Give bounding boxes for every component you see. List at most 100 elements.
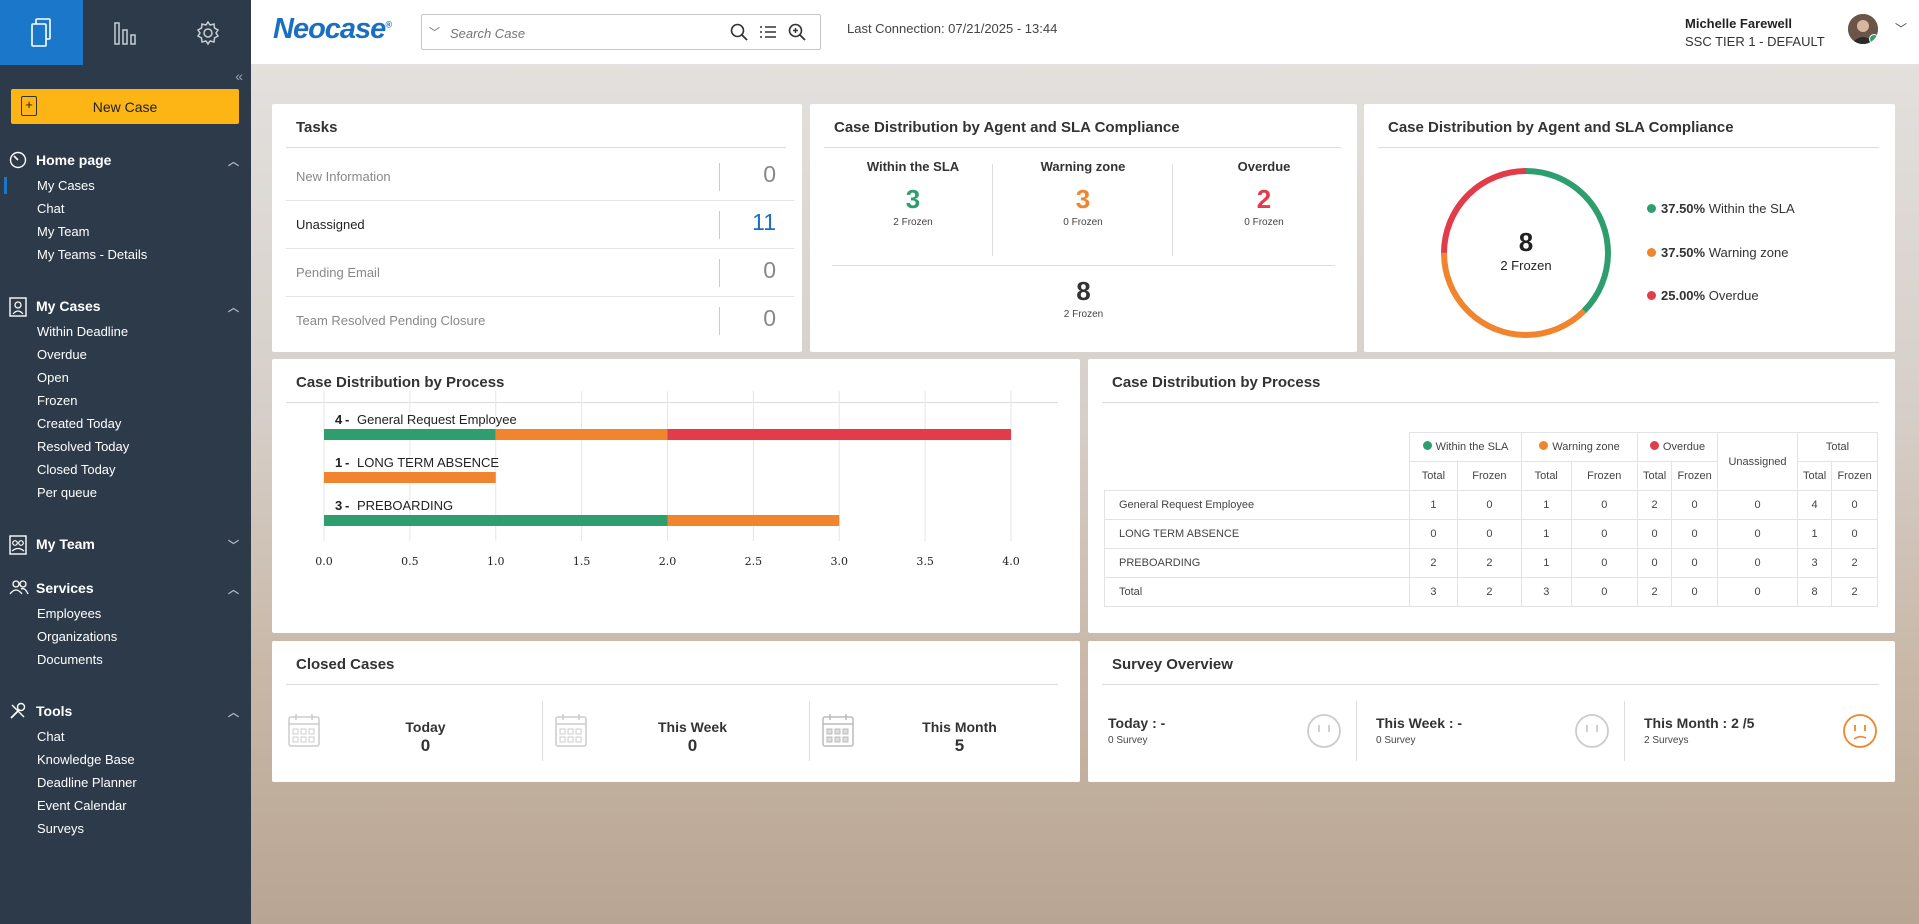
legend-item[interactable]: 37.50% Warning zone xyxy=(1647,245,1788,260)
nav-item[interactable]: Employees xyxy=(37,606,102,621)
table-cell: 2 xyxy=(1409,548,1458,578)
table-corner xyxy=(1104,461,1410,491)
nav-item[interactable]: Knowledge Base xyxy=(37,752,135,767)
nav-section-head[interactable]: Services ︿ xyxy=(0,574,251,602)
closed-cases-card: Closed Cases Today 0 This Week 0 This Mo… xyxy=(272,641,1080,782)
table-row[interactable]: LONG TERM ABSENCE 0 0 1 0 0 0 0 1 0 xyxy=(1104,519,1878,549)
sla-col-value: 2 xyxy=(1256,184,1272,214)
nav-item[interactable]: Surveys xyxy=(37,821,84,836)
nav-item[interactable]: Event Calendar xyxy=(37,798,127,813)
nav-section-head[interactable]: My Team ﹀ xyxy=(0,530,251,558)
search-input[interactable] xyxy=(450,23,720,43)
sla-col-title: Overdue xyxy=(1237,159,1291,174)
closed-today[interactable]: Today 0 xyxy=(272,713,539,763)
table-cell: 2 xyxy=(1831,548,1878,578)
nav-section-head[interactable]: My Cases ︿ xyxy=(0,292,251,320)
bar-segment[interactable] xyxy=(324,515,668,526)
task-label: Pending Email xyxy=(296,265,380,280)
avatar[interactable] xyxy=(1848,14,1878,44)
card-title: Case Distribution by Process xyxy=(296,374,505,391)
list-icon[interactable] xyxy=(759,23,777,41)
table-row[interactable]: PREBOARDING 2 2 1 0 0 0 0 3 2 xyxy=(1104,548,1878,578)
table-cell: 2 xyxy=(1636,490,1673,520)
task-row[interactable]: Team Resolved Pending Closure 0 xyxy=(286,297,794,345)
x-tick-label: 2.5 xyxy=(745,555,763,568)
table-cell: 0 xyxy=(1717,548,1798,578)
closed-month[interactable]: This Month 5 xyxy=(806,713,1073,763)
user-info[interactable]: Michelle Farewell SSC TIER 1 - DEFAULT xyxy=(1685,15,1825,51)
donut-segment[interactable] xyxy=(1441,168,1611,338)
nav-item[interactable]: Resolved Today xyxy=(37,439,130,454)
bar-segment[interactable] xyxy=(495,429,668,440)
nav-item[interactable]: Per queue xyxy=(37,485,97,500)
task-row[interactable]: Pending Email 0 xyxy=(286,249,794,297)
bar-segment[interactable] xyxy=(667,515,840,526)
table-cell: 0 xyxy=(1409,519,1458,549)
sla-overdue[interactable]: Overdue 2 0 Frozen xyxy=(1179,159,1349,228)
legend-dot xyxy=(1539,441,1549,450)
group-header: Warning zone xyxy=(1521,432,1638,462)
nav-item[interactable]: My Cases xyxy=(0,174,251,197)
task-row[interactable]: Unassigned 11 xyxy=(286,201,794,249)
sub-header: Frozen xyxy=(1831,461,1878,491)
table-cell: 0 xyxy=(1456,490,1523,520)
table-row[interactable]: General Request Employee 1 0 1 0 2 0 0 4 0 xyxy=(1104,490,1878,520)
table-row[interactable]: Total 3 2 3 0 2 0 0 8 2 xyxy=(1104,577,1878,607)
closed-week[interactable]: This Week 0 xyxy=(539,713,806,763)
search-icon[interactable] xyxy=(730,23,748,41)
x-tick-label: 0.5 xyxy=(401,555,419,568)
nav-item[interactable]: Created Today xyxy=(37,416,122,431)
reports-nav[interactable] xyxy=(83,0,166,65)
sla-within[interactable]: Within the SLA 3 2 Frozen xyxy=(828,159,998,228)
task-row[interactable]: New Information 0 xyxy=(286,153,794,201)
cases-nav[interactable] xyxy=(0,0,83,65)
chevron-down-icon[interactable]: ﹀ xyxy=(1895,22,1908,36)
closed-label: This Week xyxy=(658,719,727,735)
nav-section-head[interactable]: Home page ︿ xyxy=(0,146,251,174)
survey-month[interactable]: This Month : 2 /5 2 Surveys xyxy=(1626,713,1898,763)
survey-today[interactable]: Today : - 0 Survey xyxy=(1090,713,1362,763)
bar-segment[interactable] xyxy=(667,429,1012,440)
table-cell: 4 xyxy=(1796,490,1833,520)
nav-item[interactable]: Deadline Planner xyxy=(37,775,137,790)
survey-week[interactable]: This Week : - 0 Survey xyxy=(1358,713,1630,763)
legend-item[interactable]: 25.00% Overdue xyxy=(1647,288,1759,303)
dashboard-icon xyxy=(9,151,27,169)
sla-total[interactable]: 8 2 Frozen xyxy=(810,276,1357,320)
survey-label: This Month : 2 /5 xyxy=(1644,715,1755,731)
nav-item[interactable]: Chat xyxy=(37,729,65,744)
nav-item[interactable]: Closed Today xyxy=(37,462,116,477)
x-tick-label: 3.5 xyxy=(916,555,934,568)
logo[interactable]: Neocase® xyxy=(273,13,392,46)
nav-section-tools: Tools ︿ Chat Knowledge Base Deadline Pla… xyxy=(0,697,251,840)
legend-item[interactable]: 37.50% Within the SLA xyxy=(1647,201,1795,216)
collapse-sidebar-icon[interactable]: « xyxy=(235,68,243,84)
bar-segment[interactable] xyxy=(324,429,496,440)
donut-chart[interactable] xyxy=(1437,164,1615,342)
nav-item[interactable]: Within Deadline xyxy=(37,324,129,339)
sla-warning[interactable]: Warning zone 3 0 Frozen xyxy=(998,159,1168,228)
survey-sub: 0 Survey xyxy=(1376,735,1416,746)
nav-item[interactable]: Chat xyxy=(37,201,65,216)
card-title: Case Distribution by Agent and SLA Compl… xyxy=(834,119,1180,136)
closed-value: 0 xyxy=(420,736,431,755)
new-case-button[interactable]: + New Case xyxy=(11,89,239,124)
process-bar-chart[interactable]: 0.0 0.5 1.0 1.5 2.0 2.5 3.0 3.5 4.04- General Req… xyxy=(272,359,1080,633)
nav-section-head[interactable]: Tools ︿ xyxy=(0,697,251,725)
nav-item[interactable]: Documents xyxy=(37,652,103,667)
bar-segment[interactable] xyxy=(324,472,496,483)
nav-item[interactable]: Frozen xyxy=(37,393,78,408)
table-cell: 0 xyxy=(1570,548,1639,578)
chevron-down-icon[interactable]: ﹀ xyxy=(429,27,440,39)
nav-item[interactable]: Open xyxy=(37,370,69,385)
x-tick-label: 2.0 xyxy=(659,555,677,568)
nav-item[interactable]: Organizations xyxy=(37,629,118,644)
settings-nav[interactable] xyxy=(166,0,249,65)
group-label: Within the SLA xyxy=(1435,441,1509,453)
advanced-search-icon[interactable] xyxy=(788,23,806,41)
nav-item[interactable]: My Team xyxy=(37,224,90,239)
donut-segment[interactable] xyxy=(1441,168,1611,338)
nav-item[interactable]: My Teams - Details xyxy=(37,247,148,262)
nav-item[interactable]: Overdue xyxy=(37,347,87,362)
survey-sub: 0 Survey xyxy=(1108,735,1148,746)
